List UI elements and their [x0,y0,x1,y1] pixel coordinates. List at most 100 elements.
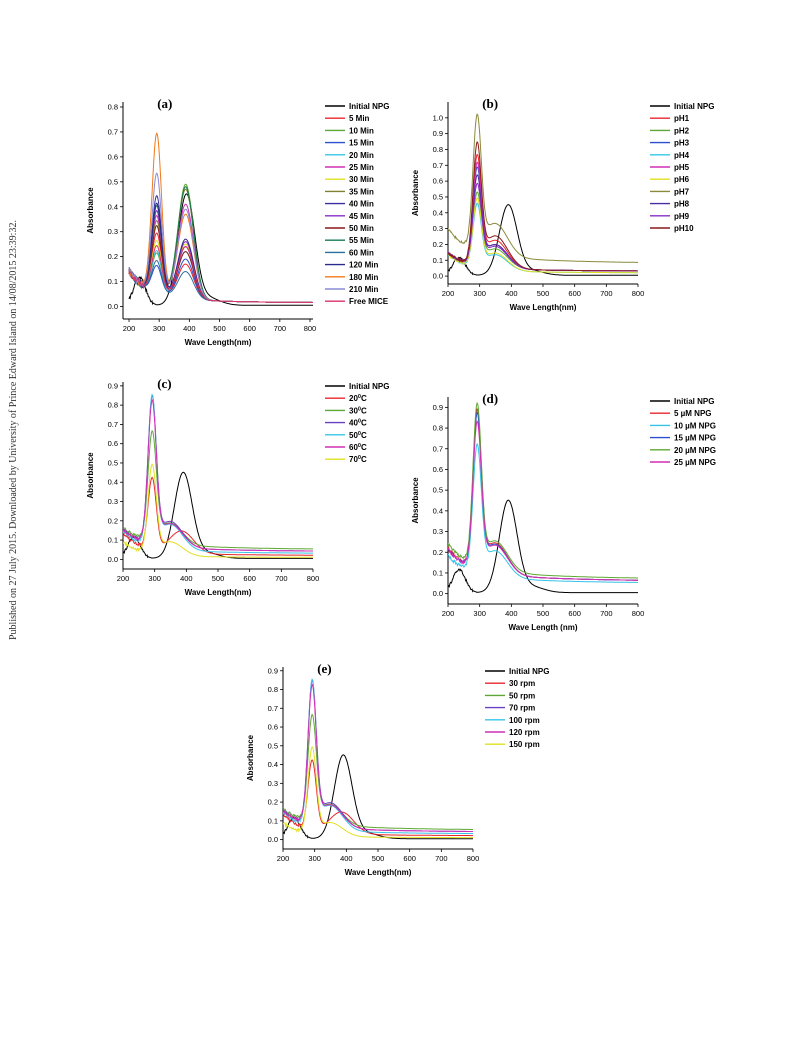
y-axis-label: Absorbance [411,477,420,524]
chart-panel-d: (d) 200 300 400 500 600 700 800 0.0 0.1 0.2 0.3 0.4 0… [400,375,730,640]
x-tick-label: 800 [304,324,317,333]
series-line [128,260,313,303]
y-tick-label: 0.2 [108,516,118,525]
legend-entry: pH3 [674,139,690,148]
legend-entry: 55 Min [349,236,374,245]
legend-entry: pH1 [674,114,690,123]
chart-svg: (a) 200 300 400 500 600 700 800 0.0 0.1 0.2 0.3 0.4 0… [86,96,389,347]
x-tick-label: 700 [435,854,448,863]
chart-svg: (d) 200 300 400 500 600 700 800 0.0 0.1 0.2 0.3 0.4 0… [411,391,716,632]
legend-entry: 5 µM NPG [674,409,712,418]
x-tick-label: 500 [213,324,226,333]
legend-entry: 300C [349,406,367,415]
legend-entry: 70 rpm [509,704,535,713]
x-axis-label: Wave Length(nm) [185,338,252,347]
legend-entry: 120 rpm [509,728,540,737]
chart-svg: (b) 200 300 400 500 600 700 800 0.0 0.1 0.2 0.3 0.4 0… [411,96,714,312]
legend-entry: Free MICE [349,297,389,306]
y-tick-label: 0.0 [108,555,118,564]
x-tick-label: 800 [307,574,320,583]
legend-entry: pH9 [674,212,690,221]
x-tick-label: 600 [243,574,256,583]
plot-area [448,113,638,276]
chart-panel-b: (b) 200 300 400 500 600 700 800 0.0 0.1 0.2 0.3 0.4 0… [400,80,730,320]
y-tick-label: 0.3 [108,227,118,236]
x-tick-label: 400 [340,854,353,863]
y-tick-label: 0.6 [108,152,118,161]
y-tick-label: 0.6 [268,723,278,732]
x-tick-label: 200 [442,609,455,618]
y-tick-label: 0.7 [108,127,118,136]
y-tick-label: 0.5 [433,192,443,201]
chart-title: (d) [482,391,498,406]
y-tick-label: 0.6 [433,465,443,474]
legend-entry: pH7 [674,187,690,196]
plot-area [128,132,313,306]
series-line [128,232,313,303]
y-tick-label: 0.2 [108,252,118,261]
series-line [128,240,313,303]
y-tick-label: 0.8 [433,145,443,154]
legend-entry: Initial NPG [349,102,389,111]
y-tick-label: 0.7 [433,444,443,453]
x-tick-label: 700 [275,574,288,583]
x-tick-label: 800 [632,609,645,618]
chart-title: (c) [157,376,171,391]
y-tick-label: 0.3 [433,224,443,233]
series-line [283,713,473,830]
x-tick-label: 700 [600,289,613,298]
legend-entry: 30 Min [349,175,374,184]
x-tick-label: 600 [568,289,581,298]
chart-title: (a) [157,96,172,111]
x-axis-label: Wave Length (nm) [508,623,577,632]
y-tick-label: 0.2 [268,798,278,807]
y-tick-label: 0.3 [108,497,118,506]
x-axis-label: Wave Length(nm) [345,868,412,877]
y-tick-label: 0.2 [433,240,443,249]
y-tick-label: 0.1 [268,816,278,825]
y-tick-label: 0.7 [268,704,278,713]
legend-entry: pH2 [674,126,690,135]
series-line [448,401,638,579]
chart-panel-c: (c) 200 300 400 500 600 700 800 0.0 0.1 0.2 0.3 0.4 0… [75,360,405,605]
x-tick-label: 300 [473,289,486,298]
y-tick-label: 0.7 [108,420,118,429]
legend-entry: 150 rpm [509,740,540,749]
x-tick-label: 600 [243,324,256,333]
y-tick-label: 0.1 [108,277,118,286]
legend-entry: 180 Min [349,273,378,282]
plot-area [283,678,473,840]
publication-sidebar-text: Published on 27 July 2015. Downloaded by… [8,220,19,640]
legend-entry: 45 Min [349,212,374,221]
legend-entry: pH4 [674,151,690,160]
chart-title: (b) [482,96,498,111]
chart-svg: (c) 200 300 400 500 600 700 800 0.0 0.1 0.2 0.3 0.4 0… [86,376,389,597]
series-line [448,153,638,272]
series-line [283,759,473,837]
series-line [123,471,313,559]
legend-entry: 15 Min [349,139,374,148]
series-line [448,499,638,594]
series-line [123,393,313,554]
series-line [128,250,313,303]
legend-entry: 5 Min [349,114,370,123]
y-axis-label: Absorbance [86,187,95,234]
series-line [448,407,638,581]
y-tick-label: 0.9 [433,129,443,138]
y-tick-label: 0.0 [433,272,443,281]
legend-entry: pH8 [674,200,690,209]
plot-area [448,401,638,594]
y-tick-label: 0.5 [433,486,443,495]
series-line [448,411,638,581]
legend-entry: 30 rpm [509,679,535,688]
y-tick-label: 0.4 [108,202,118,211]
series-line [128,172,313,303]
y-axis-label: Absorbance [86,452,95,499]
x-tick-label: 600 [403,854,416,863]
legend-entry: 60 Min [349,248,374,257]
x-tick-label: 400 [505,609,518,618]
series-line [128,209,313,303]
y-tick-label: 0.9 [108,381,118,390]
series-line [448,197,638,274]
y-tick-label: 0.8 [108,401,118,410]
